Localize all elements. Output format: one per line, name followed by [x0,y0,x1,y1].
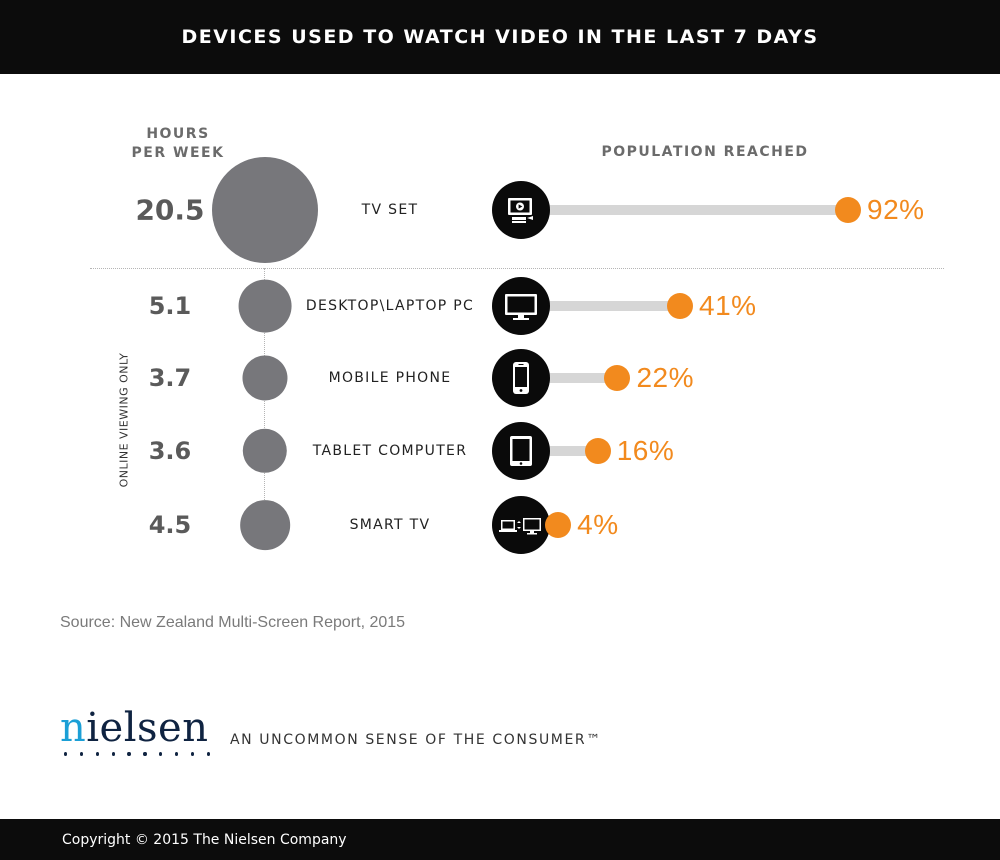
device-label: TABLET COMPUTER [312,443,468,459]
mobile-phone-icon [492,349,550,407]
population-value: 16% [616,435,675,466]
population-bar [545,301,681,311]
section-divider [90,268,944,269]
copyright-text: Copyright © 2015 The Nielsen Company [62,831,347,848]
nielsen-logo: nielsen [60,706,210,766]
desktop-laptop-icon [492,277,550,335]
device-label: MOBILE PHONE [328,370,452,386]
logo-dots [64,752,210,756]
population-dot [545,512,572,538]
hours-bubble [242,355,288,401]
hours-value: 5.1 [148,292,192,320]
hours-value: 20.5 [135,193,205,227]
population-dot [584,438,611,464]
population-value: 92% [867,194,925,225]
hours-heading-line1: HOURS [146,126,210,142]
device-label: DESKTOP\LAPTOP PC [305,298,475,314]
hours-value: 3.6 [148,437,192,465]
brand-tagline: AN UNCOMMON SENSE OF THE CONSUMER™ [230,732,602,748]
hours-heading-line2: PER WEEK [131,145,225,161]
hours-value: 3.7 [148,364,192,392]
tablet-icon [492,422,550,480]
page-title: DEVICES USED TO WATCH VIDEO IN THE LAST … [0,0,1000,74]
smart-tv-icon [492,496,550,554]
footer-copyright: Copyright © 2015 The Nielsen Company [0,819,1000,860]
device-label: TV SET [361,202,419,218]
population-value: 4% [577,509,619,540]
hours-value: 4.5 [148,511,192,539]
hours-bubble [240,500,290,550]
hours-bubble [238,279,292,333]
population-bar [545,446,598,456]
population-value: 22% [636,362,694,393]
population-value: 41% [699,290,757,321]
hours-axis-line [264,268,265,548]
population-bar [545,205,848,215]
nielsen-wordmark: nielsen [60,705,209,751]
population-bar [545,373,618,383]
population-dot [604,365,631,391]
source-note: Source: New Zealand Multi-Screen Report,… [60,614,406,631]
tv-set-icon [492,181,550,239]
population-dot [667,293,694,319]
hours-bubble [242,428,288,474]
hours-column-heading: HOURS PER WEEK [118,125,238,163]
device-label: SMART TV [349,517,431,533]
hours-bubble [212,157,318,263]
population-dot [835,197,861,223]
population-column-heading: POPULATION REACHED [601,144,809,160]
